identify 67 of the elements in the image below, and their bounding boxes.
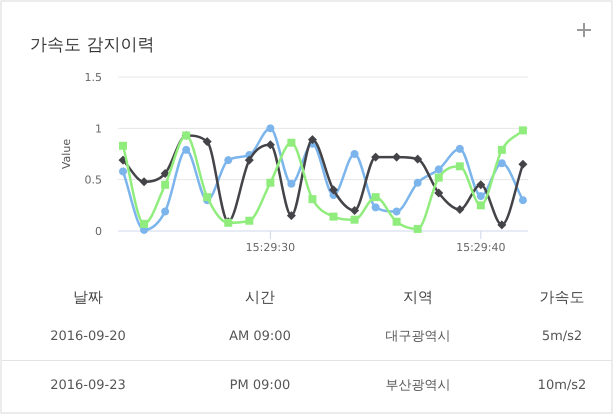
point — [266, 178, 274, 187]
point — [266, 140, 275, 150]
y-tick-label: 1 — [95, 122, 102, 136]
y-tick-label: 0.5 — [84, 174, 102, 187]
point — [161, 180, 170, 189]
point — [392, 207, 401, 216]
point — [414, 224, 422, 233]
point — [329, 212, 338, 221]
text: 10m/s2 — [538, 378, 586, 393]
text: 지역 — [403, 288, 433, 306]
point — [372, 203, 380, 212]
point — [350, 150, 359, 158]
text: 5m/s2 — [542, 329, 582, 344]
point — [456, 162, 464, 170]
point — [434, 174, 443, 182]
point — [456, 144, 464, 153]
point — [182, 146, 190, 154]
y-tick-label: 0 — [95, 225, 102, 238]
y-tick-label: 1.5 — [84, 71, 102, 84]
point — [245, 216, 254, 225]
x-tick-label: 15:29:40 — [456, 241, 506, 254]
x-tick-label: 15:29:30 — [246, 241, 296, 254]
point — [371, 152, 380, 162]
point — [350, 216, 359, 224]
point — [308, 195, 316, 204]
chart-title: 가속도 감지이력 — [30, 35, 154, 55]
text: AM 09:00 — [229, 329, 291, 344]
point — [414, 178, 422, 187]
point — [476, 201, 485, 210]
point — [287, 180, 296, 188]
point — [476, 180, 486, 190]
point — [413, 154, 422, 164]
point — [119, 142, 127, 150]
point — [434, 165, 443, 174]
point — [328, 185, 338, 194]
text: 대구광역시 — [386, 329, 450, 344]
point — [498, 146, 506, 154]
text: 2016-09-23 — [50, 378, 126, 393]
point — [140, 220, 148, 228]
text: 날짜 — [73, 288, 103, 306]
point — [518, 196, 527, 204]
point — [161, 207, 170, 216]
point — [244, 156, 254, 165]
y-axis-title: Value — [60, 138, 73, 170]
point — [476, 192, 485, 200]
point — [266, 124, 274, 132]
point — [518, 160, 528, 169]
point — [350, 206, 360, 215]
text: PM 09:00 — [230, 378, 290, 393]
point — [498, 159, 506, 168]
point — [203, 193, 212, 202]
point — [455, 204, 464, 214]
point — [119, 167, 127, 176]
text: 부산광역시 — [386, 378, 450, 393]
point — [434, 188, 444, 198]
point — [518, 126, 527, 134]
text: 시간 — [245, 288, 275, 306]
point — [202, 137, 212, 146]
point — [224, 156, 232, 164]
point — [286, 211, 296, 220]
point — [392, 218, 401, 226]
point — [372, 193, 380, 202]
point — [287, 138, 296, 147]
text: 가속도 — [540, 288, 584, 306]
point — [308, 135, 317, 144]
text: 2016-09-20 — [50, 329, 126, 344]
point — [497, 220, 506, 230]
